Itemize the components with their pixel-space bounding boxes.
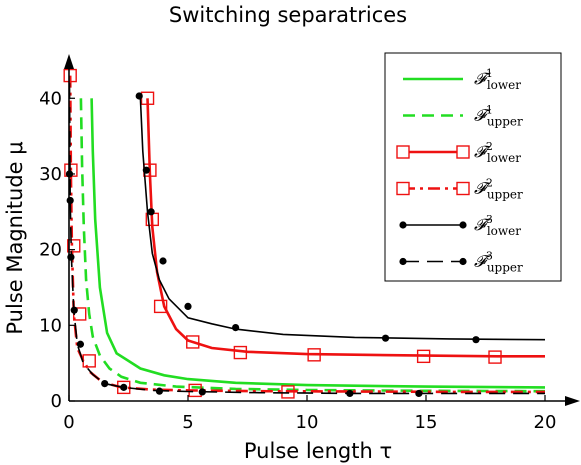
- series-6-marker-4: [70, 306, 78, 314]
- series-3-marker-5: [186, 335, 200, 349]
- series-4-marker-3: [67, 239, 81, 253]
- legend-marker-3-1: [396, 145, 410, 159]
- series-4-marker-5: [82, 354, 96, 368]
- x-tick-label-10: 10: [296, 412, 319, 433]
- series-5-marker-8: [472, 336, 480, 344]
- legend-marker-5-1: [399, 221, 407, 229]
- series-line-6: [68, 83, 545, 395]
- x-tick-label-5: 5: [182, 412, 193, 433]
- plot-area: [63, 68, 546, 399]
- series-3-marker-9: [488, 350, 502, 364]
- y-tick-label-40: 40: [39, 88, 62, 109]
- series-6-marker-9: [198, 388, 206, 396]
- series-line-1: [90, 98, 546, 389]
- series-line-5: [139, 98, 546, 341]
- legend-label-4: 𝓕2 upper: [474, 177, 523, 202]
- legend-marker-6-2: [459, 257, 467, 266]
- y-tick-label-10: 10: [39, 315, 62, 336]
- series-5-marker-7: [381, 334, 390, 342]
- series-3-marker-4: [153, 299, 168, 314]
- series-6-marker-7: [120, 383, 128, 391]
- y-axis-arrow: [64, 54, 74, 69]
- legend-marker-3-2: [456, 145, 470, 159]
- series-4-marker-1: [63, 68, 77, 83]
- series-5-marker-1: [135, 92, 143, 100]
- x-axis-arrow: [565, 396, 580, 406]
- series-5-marker-6: [232, 323, 240, 332]
- series-6-marker-11: [415, 389, 423, 398]
- series-5-marker-2: [142, 166, 150, 174]
- y-tick-label-0: 0: [51, 391, 62, 412]
- legend-marker-5-2: [459, 221, 467, 229]
- series-6-marker-2: [66, 196, 74, 205]
- series-line-4: [68, 75, 545, 394]
- series-6-marker-5: [76, 340, 85, 348]
- series-line-3: [146, 98, 545, 358]
- legend-marker-6-1: [399, 257, 407, 266]
- series-3-marker-6: [233, 345, 248, 360]
- x-axis-label: Pulse length τ: [244, 439, 392, 463]
- x-tick-label-15: 15: [415, 412, 438, 433]
- legend-label-6: 𝓕3 upper: [474, 250, 523, 275]
- legend-label-1: 𝓕1 lower: [474, 67, 521, 92]
- x-tick-label-0: 0: [63, 412, 74, 433]
- series-3-marker-8: [416, 349, 431, 364]
- series-5-marker-4: [159, 257, 167, 265]
- series-3-marker-7: [307, 348, 321, 362]
- legend-marker-4-2: [456, 181, 470, 196]
- legend-marker-4-1: [396, 181, 410, 196]
- x-tick-label-20: 20: [534, 412, 557, 433]
- y-tick-label-20: 20: [39, 240, 62, 261]
- legend-label-5: 𝓕3 lower: [474, 213, 521, 238]
- series-6-marker-10: [346, 389, 354, 398]
- legend: 𝓕1 lower 𝓕1 upper 𝓕2 lower 𝓕2 upper 𝓕3 lower 𝓕3 upp…: [384, 52, 562, 282]
- series-5-marker-3: [147, 208, 155, 216]
- chart-title: Switching separatrices: [169, 3, 407, 27]
- y-axis-label: Pulse Magnitude μ: [3, 141, 27, 334]
- legend-box: [384, 52, 562, 282]
- axes: 0 5 10 15 20 0 10 20 30 40: [39, 54, 580, 433]
- series-4-marker-8: [281, 385, 295, 399]
- series-5-marker-5: [184, 302, 192, 310]
- series-6-marker-8: [155, 387, 164, 395]
- y-tick-label-30: 30: [39, 164, 62, 185]
- series-6-marker-6: [101, 379, 109, 388]
- series-line-2: [79, 98, 546, 393]
- legend-label-3: 𝓕2 lower: [474, 140, 521, 165]
- legend-label-2: 𝓕1 upper: [474, 104, 523, 129]
